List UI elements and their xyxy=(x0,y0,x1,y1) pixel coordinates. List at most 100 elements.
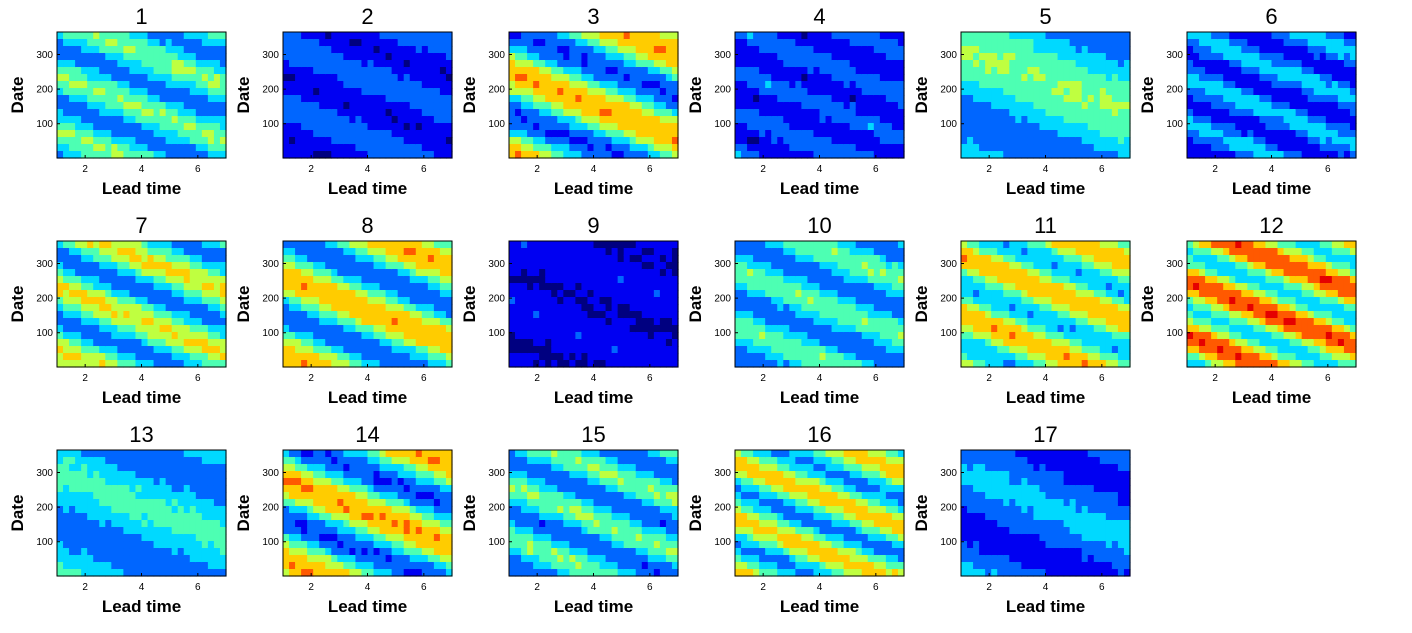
heatmap-cell xyxy=(111,32,118,40)
heatmap-cell xyxy=(99,116,106,124)
heatmap-cell xyxy=(1193,88,1200,96)
heatmap-cell xyxy=(825,353,833,361)
heatmap-cell xyxy=(1099,95,1107,103)
heatmap-cell xyxy=(313,60,320,68)
heatmap-cell xyxy=(1325,151,1333,159)
heatmap-cell xyxy=(123,241,131,249)
y-axis-label: Date xyxy=(460,77,479,114)
heatmap-cell xyxy=(195,95,203,103)
heatmap-cell xyxy=(551,262,558,270)
heatmap-cell xyxy=(629,81,637,89)
heatmap-cell xyxy=(587,248,595,256)
heatmap-cell xyxy=(1187,109,1194,117)
heatmap-cell xyxy=(1235,102,1242,110)
heatmap-cell xyxy=(813,311,821,319)
heatmap-cell xyxy=(563,102,570,110)
heatmap-cell xyxy=(985,116,992,124)
heatmap-cell xyxy=(189,360,197,368)
heatmap-cell xyxy=(445,144,453,152)
heatmap-cell xyxy=(813,60,821,68)
heatmap-cell xyxy=(617,137,625,145)
heatmap-cell xyxy=(795,283,802,291)
heatmap-cell xyxy=(75,74,82,82)
heatmap-cell xyxy=(349,60,357,68)
heatmap-cell xyxy=(195,67,203,75)
heatmap-cell xyxy=(759,151,766,159)
heatmap-cell xyxy=(75,95,82,103)
heatmap-cell xyxy=(777,109,784,117)
heatmap-cell xyxy=(1325,74,1333,82)
heatmap-cell xyxy=(867,88,875,96)
heatmap-cell xyxy=(1205,74,1212,82)
heatmap-cell xyxy=(861,32,869,40)
heatmap-cell xyxy=(515,144,522,152)
heatmap-cell xyxy=(653,137,661,145)
heatmap-cell xyxy=(1081,46,1089,54)
heatmap-cell xyxy=(1069,60,1077,68)
heatmap-cell xyxy=(819,123,827,131)
heatmap-cell xyxy=(735,339,742,347)
heatmap-cell xyxy=(1187,123,1194,131)
heatmap-cell xyxy=(1069,123,1077,131)
heatmap-cell xyxy=(207,353,215,361)
heatmap-cell xyxy=(605,151,613,159)
heatmap-cell xyxy=(741,88,748,96)
heatmap-cell xyxy=(825,360,833,368)
heatmap-cell xyxy=(997,116,1004,124)
heatmap-cell xyxy=(1235,95,1242,103)
heatmap-cell xyxy=(1211,81,1218,89)
heatmap-cell xyxy=(1211,46,1218,54)
heatmap-cell xyxy=(1193,53,1200,61)
panel-title: 1 xyxy=(135,4,147,29)
heatmap-cell xyxy=(545,144,552,152)
heatmap-cell xyxy=(87,88,94,96)
heatmap-cell xyxy=(219,290,227,298)
heatmap-cell xyxy=(539,144,546,152)
heatmap-cell xyxy=(551,353,558,361)
heatmap-cell xyxy=(581,95,589,103)
heatmap-cell xyxy=(837,137,845,145)
heatmap-cell xyxy=(69,60,76,68)
heatmap-cell xyxy=(391,241,399,249)
heatmap-cell xyxy=(301,116,308,124)
heatmap-cell xyxy=(581,283,589,291)
heatmap-cell xyxy=(75,248,82,256)
heatmap-cell xyxy=(355,255,363,263)
heatmap-cell xyxy=(1259,116,1267,124)
heatmap-cell xyxy=(1289,109,1297,117)
heatmap-cell xyxy=(569,297,576,305)
heatmap-cell xyxy=(527,95,534,103)
heatmap-cell xyxy=(611,46,619,54)
heatmap-cell xyxy=(325,325,332,333)
heatmap-cell xyxy=(195,353,203,361)
heatmap-cell xyxy=(843,88,851,96)
heatmap-cell xyxy=(219,276,227,284)
heatmap-cell xyxy=(445,318,453,326)
heatmap-cell xyxy=(289,46,296,54)
heatmap-cell xyxy=(611,81,619,89)
heatmap-cell xyxy=(795,116,802,124)
heatmap-cell xyxy=(1223,60,1230,68)
heatmap-cell xyxy=(647,283,655,291)
heatmap-cell xyxy=(153,332,161,340)
heatmap-cell xyxy=(117,74,124,82)
heatmap-cell xyxy=(355,311,363,319)
heatmap-cell xyxy=(1039,116,1047,124)
heatmap-cell xyxy=(575,311,583,319)
heatmap-cell xyxy=(1235,130,1242,138)
heatmap-cell xyxy=(1307,130,1315,138)
heatmap-cell xyxy=(385,318,393,326)
heatmap-cell xyxy=(111,311,118,319)
heatmap-cell xyxy=(1123,60,1131,68)
heatmap-cell xyxy=(771,262,778,270)
heatmap-cell xyxy=(99,332,106,340)
heatmap-cell xyxy=(141,269,149,277)
heatmap-cell xyxy=(641,67,649,75)
heatmap-cell xyxy=(873,116,881,124)
heatmap-cell xyxy=(361,276,369,284)
heatmap-cell xyxy=(93,332,100,340)
heatmap-cell xyxy=(147,88,155,96)
heatmap-cell xyxy=(575,81,583,89)
heatmap-cell xyxy=(207,346,215,354)
heatmap-cell xyxy=(1223,81,1230,89)
